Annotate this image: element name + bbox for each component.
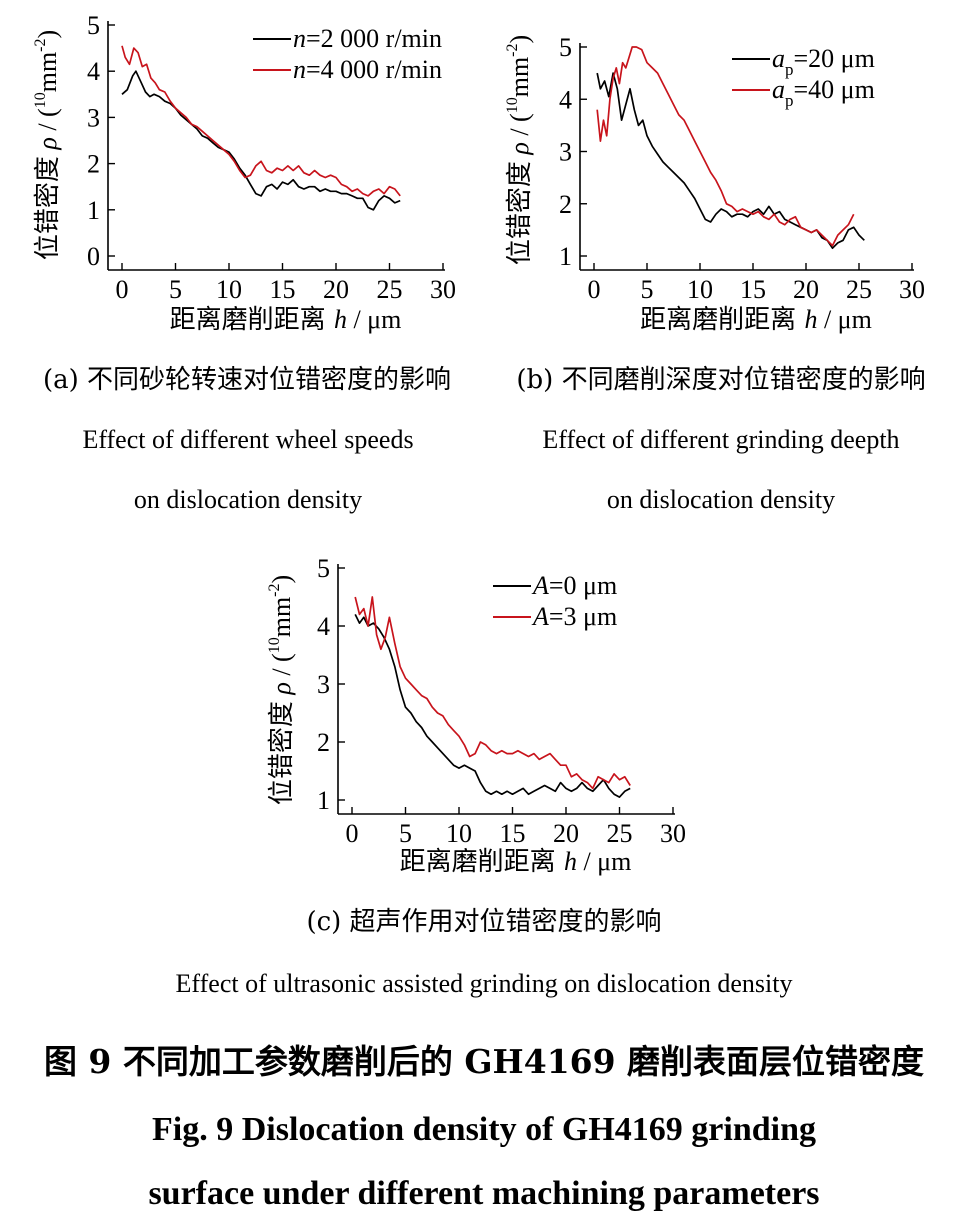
chart-panel-c: 1 2 3 4 5 0 5 10 15 20 25 30 A=0 μmA=3 μm 位错密度 ρ / (1… — [266, 554, 686, 877]
x-tick-label: 15 — [270, 275, 296, 304]
x-tick-label: 10 — [687, 275, 713, 304]
series-line-black — [354, 614, 631, 798]
y-tick-label: 5 — [317, 554, 330, 583]
caption-c-zh: (c) 超声作用对位错密度的影响 — [306, 907, 661, 937]
x-tick-label: 25 — [607, 819, 633, 848]
y-tick-label: 4 — [559, 85, 572, 114]
y-axis-label: 位错密度 ρ / (10mm-2) — [32, 30, 63, 260]
y-tick-label: 1 — [87, 196, 100, 225]
y-tick-label: 4 — [317, 612, 330, 641]
legend-entry: ap=20 μm — [772, 44, 875, 79]
legend-entry: n=4 000 r/min — [293, 55, 442, 84]
figure-title-en-line1: Fig. 9 Dislocation density of GH4169 gri… — [152, 1111, 816, 1148]
x-tick-label: 30 — [430, 275, 456, 304]
y-tick-label: 3 — [317, 670, 330, 699]
x-tick-label: 20 — [553, 819, 579, 848]
x-tick-label: 25 — [846, 275, 872, 304]
y-axis-label: 位错密度 ρ / (10mm-2) — [504, 35, 535, 265]
y-tick-label: 1 — [317, 786, 330, 815]
legend-entry: n=2 000 r/min — [293, 24, 442, 53]
x-tick-label: 15 — [500, 819, 526, 848]
caption-c-en: Effect of ultrasonic assisted grinding o… — [176, 969, 793, 998]
x-tick-label: 25 — [377, 275, 403, 304]
y-tick-label: 5 — [559, 33, 572, 62]
x-tick-label: 5 — [641, 275, 654, 304]
legend-entry: ap=40 μm — [772, 75, 875, 110]
x-tick-label: 0 — [346, 819, 359, 848]
y-tick-label: 1 — [559, 242, 572, 271]
figure-title-zh: 图 9 不同加工参数磨削后的 GH4169 磨削表面层位错密度 — [44, 1042, 924, 1081]
y-tick-label: 2 — [87, 150, 100, 179]
caption-a-en-line2: on dislocation density — [134, 485, 362, 514]
x-tick-label: 0 — [116, 275, 129, 304]
legend-entry: A=0 μm — [531, 571, 617, 600]
legend-entry: A=3 μm — [531, 602, 617, 631]
y-tick-label: 3 — [559, 138, 572, 167]
caption-a-zh: (a) 不同砂轮转速对位错密度的影响 — [43, 365, 451, 395]
y-tick-label: 2 — [559, 190, 572, 219]
x-tick-label: 20 — [793, 275, 819, 304]
series-line-red — [354, 596, 631, 790]
x-tick-label: 10 — [446, 819, 472, 848]
y-tick-label: 4 — [87, 57, 100, 86]
x-tick-label: 0 — [588, 275, 601, 304]
figure-title-en-line2: surface under different machining parame… — [148, 1175, 819, 1212]
y-tick-label: 3 — [87, 103, 100, 132]
series-line-red — [121, 45, 401, 197]
x-tick-label: 10 — [216, 275, 242, 304]
series-line-black — [121, 70, 401, 211]
caption-b-en-line2: on dislocation density — [607, 485, 835, 514]
series-line-red — [596, 46, 855, 247]
x-axis-label: 距离磨削距离 h / μm — [640, 305, 872, 335]
y-axis-label: 位错密度 ρ / (10mm-2) — [266, 575, 297, 805]
x-tick-label: 20 — [323, 275, 349, 304]
x-axis-label: 距离磨削距离 h / μm — [170, 305, 402, 335]
y-tick-label: 2 — [317, 728, 330, 757]
caption-b-en-line1: Effect of different grinding deepth — [542, 425, 899, 454]
x-tick-label: 5 — [169, 275, 182, 304]
x-axis-label: 距离磨削距离 h / μm — [400, 847, 632, 877]
x-tick-label: 5 — [399, 819, 412, 848]
x-tick-label: 30 — [660, 819, 686, 848]
caption-a-en-line1: Effect of different wheel speeds — [82, 425, 413, 454]
y-tick-label: 0 — [87, 242, 100, 271]
caption-b-zh: (b) 不同磨削深度对位错密度的影响 — [516, 365, 925, 395]
y-tick-label: 5 — [87, 11, 100, 40]
x-tick-label: 15 — [740, 275, 766, 304]
x-tick-label: 30 — [899, 275, 925, 304]
